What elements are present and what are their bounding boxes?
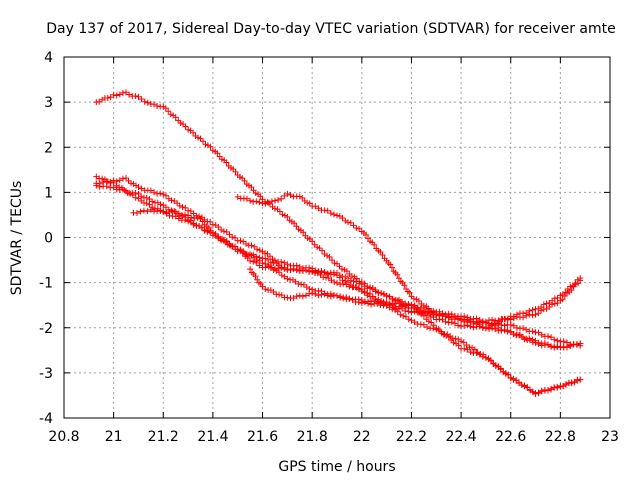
- y-axis-label: SDTVAR / TECUs: [9, 181, 25, 296]
- y-tick-label: -1: [39, 276, 53, 292]
- x-tick-label: 21.2: [148, 429, 179, 445]
- y-tick-label: -3: [39, 366, 53, 382]
- x-tick-label: 21.8: [297, 429, 328, 445]
- y-tick-label: 4: [44, 50, 53, 66]
- series-markers: [247, 266, 584, 351]
- chart-title: Day 137 of 2017, Sidereal Day-to-day VTE…: [46, 21, 616, 37]
- y-tick-label: 0: [44, 231, 53, 247]
- x-tick-label: 21.4: [197, 429, 228, 445]
- axis-ticks: 20.8 21 21.2 21.4 21.6 21.8 22 22.2 22.4 22.6 22.8…: [39, 50, 619, 445]
- x-tick-label: 22.6: [495, 429, 526, 445]
- data-series: [93, 89, 584, 397]
- x-tick-label: 22.2: [396, 429, 427, 445]
- y-tick-label: 1: [44, 185, 53, 201]
- series-track-7: [247, 266, 584, 351]
- x-tick-label: 22.8: [545, 429, 576, 445]
- x-axis-label: GPS time / hours: [278, 459, 395, 475]
- x-tick-label: 23: [601, 429, 619, 445]
- x-tick-label: 21.6: [247, 429, 278, 445]
- x-tick-label: 22: [353, 429, 371, 445]
- y-tick-label: -2: [39, 321, 53, 337]
- x-tick-label: 20.8: [48, 429, 79, 445]
- y-tick-label: 3: [44, 95, 53, 111]
- y-tick-label: -4: [39, 411, 53, 427]
- x-tick-label: 22.4: [446, 429, 477, 445]
- y-tick-label: 2: [44, 140, 53, 156]
- x-tick-label: 21: [105, 429, 123, 445]
